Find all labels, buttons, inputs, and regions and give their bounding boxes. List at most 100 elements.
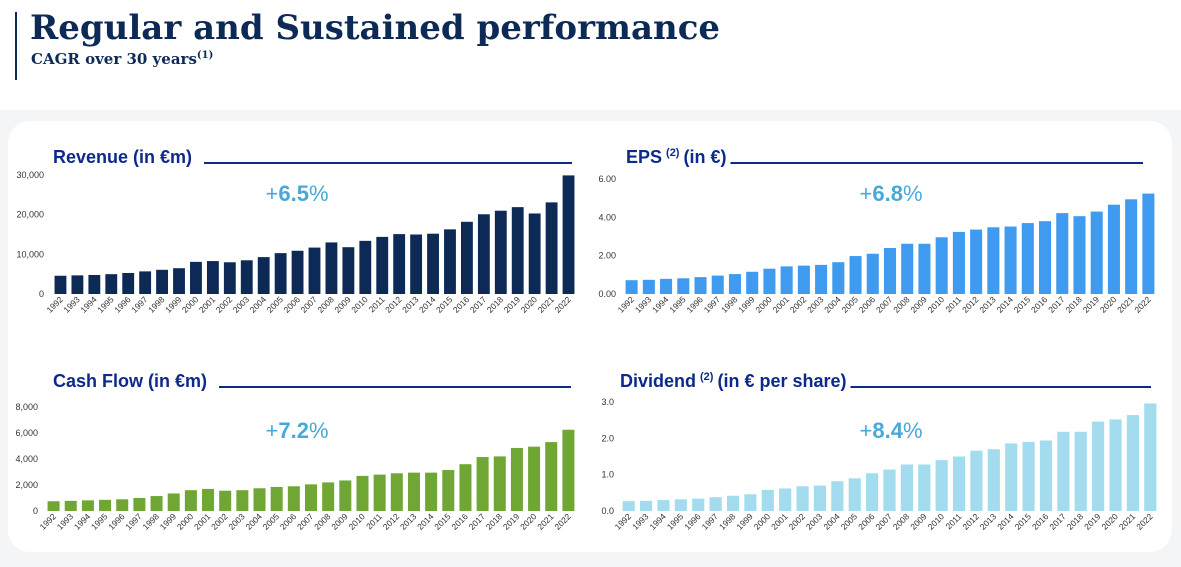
x-tick-label: 1997	[700, 511, 721, 532]
chart-title: Revenue (in €m)	[53, 147, 192, 167]
bar-2000	[184, 490, 197, 511]
bar-2017	[477, 214, 490, 294]
chart-2: EPS (2) (in €)+6.8%0.002.004.006.001992199…	[598, 147, 1155, 315]
y-tick-label: 4.00	[598, 212, 616, 222]
x-tick-label: 2019	[1081, 294, 1102, 315]
bar-2006	[866, 253, 879, 294]
x-tick-label: 1997	[129, 294, 150, 315]
x-tick-label: 2015	[434, 294, 455, 315]
chart-title-text: Cash Flow (in €m)	[53, 371, 207, 391]
bar-2012	[970, 229, 983, 294]
bar-2006	[291, 250, 304, 294]
cagr-label: +6.8%	[859, 181, 922, 206]
y-tick-label: 0	[39, 289, 44, 299]
chart-title: EPS (2) (in €)	[626, 147, 726, 167]
bar-2018	[1074, 431, 1087, 511]
bar-2007	[308, 247, 321, 294]
bar-1992	[622, 501, 635, 511]
x-tick-label: 2015	[1013, 511, 1034, 532]
bar-2021	[545, 442, 558, 511]
chart-title: Dividend (2) (in € per share)	[620, 371, 847, 391]
x-tick-label: 2015	[432, 511, 453, 532]
bar-2010	[356, 475, 369, 511]
cagr-unit: %	[903, 181, 923, 206]
x-tick-label: 2001	[192, 511, 213, 532]
x-tick-label: 1998	[141, 511, 162, 532]
x-tick-label: 2016	[1030, 511, 1051, 532]
bar-2005	[270, 486, 283, 511]
x-tick-label: 2006	[856, 511, 877, 532]
bar-2013	[407, 472, 420, 511]
bar-2011	[952, 456, 966, 511]
bar-2013	[987, 449, 1000, 511]
x-tick-label: 2007	[298, 294, 319, 315]
x-tick-label: 1998	[717, 511, 738, 532]
x-tick-label: 2001	[197, 294, 218, 315]
bar-2014	[1004, 226, 1017, 294]
chart-title-text: Dividend	[620, 371, 696, 391]
x-tick-label: 1994	[647, 511, 668, 532]
y-tick-label: 0.00	[598, 289, 616, 299]
x-tick-label: 2000	[175, 511, 196, 532]
x-tick-label: 2003	[805, 294, 826, 315]
x-tick-label: 2002	[209, 511, 230, 532]
cagr-unit: %	[309, 418, 329, 443]
x-tick-label: 2003	[226, 511, 247, 532]
y-tick-label: 1.0	[601, 470, 614, 480]
x-tick-label: 2011	[364, 511, 384, 531]
bar-2005	[849, 256, 862, 294]
x-tick-label: 2002	[788, 294, 809, 315]
bar-1999	[173, 268, 185, 294]
bar-2020	[1107, 204, 1120, 294]
bar-1999	[167, 493, 180, 511]
x-tick-label: 2000	[753, 294, 774, 315]
cagr-value: 6.5	[278, 181, 309, 206]
x-tick-label: 2002	[787, 511, 808, 532]
bar-2004	[832, 262, 845, 294]
x-tick-label: 2012	[960, 511, 981, 532]
y-tick-label: 6,000	[15, 428, 38, 438]
chart-title-unit: (in € per share)	[717, 371, 846, 391]
bar-2001	[206, 261, 219, 294]
bar-1998	[726, 495, 740, 511]
bar-2005	[848, 478, 861, 511]
bar-1996	[116, 499, 129, 511]
bar-2012	[390, 473, 403, 511]
x-tick-label: 2022	[1134, 511, 1155, 532]
x-tick-label: 1993	[55, 511, 76, 532]
x-tick-label: 1995	[95, 294, 116, 315]
bar-2014	[1005, 443, 1018, 511]
cagr-sign: +	[265, 181, 278, 206]
x-tick-label: 2013	[977, 294, 998, 315]
x-tick-label: 2009	[329, 511, 350, 532]
x-tick-label: 2008	[891, 511, 912, 532]
bar-2011	[952, 231, 965, 294]
bar-2009	[918, 243, 931, 294]
x-tick-label: 1999	[734, 511, 755, 532]
bar-2020	[528, 446, 541, 511]
bar-1997	[711, 275, 724, 294]
x-tick-label: 2012	[383, 294, 404, 315]
x-tick-label: 2014	[417, 294, 438, 315]
x-tick-label: 2005	[265, 294, 286, 315]
chart-title-footnote: (2)	[666, 147, 680, 159]
x-tick-label: 2005	[261, 511, 282, 532]
x-tick-label: 2021	[1115, 294, 1136, 315]
bar-2017	[1057, 431, 1070, 511]
bar-2018	[494, 210, 507, 294]
bar-2000	[190, 261, 202, 294]
bar-2006	[866, 473, 879, 511]
cagr-label: +8.4%	[859, 418, 922, 443]
bar-1993	[71, 275, 84, 294]
y-tick-label: 6.00	[598, 174, 616, 184]
x-tick-label: 2008	[315, 294, 336, 315]
y-tick-label: 0.0	[601, 506, 614, 516]
x-tick-label: 1992	[616, 294, 637, 315]
chart-title: Cash Flow (in €m)	[53, 371, 207, 391]
bar-2019	[510, 447, 523, 511]
cagr-value: 7.2	[278, 418, 309, 443]
bar-2003	[815, 264, 828, 294]
x-tick-label: 2005	[840, 294, 861, 315]
bar-2015	[1022, 441, 1035, 511]
